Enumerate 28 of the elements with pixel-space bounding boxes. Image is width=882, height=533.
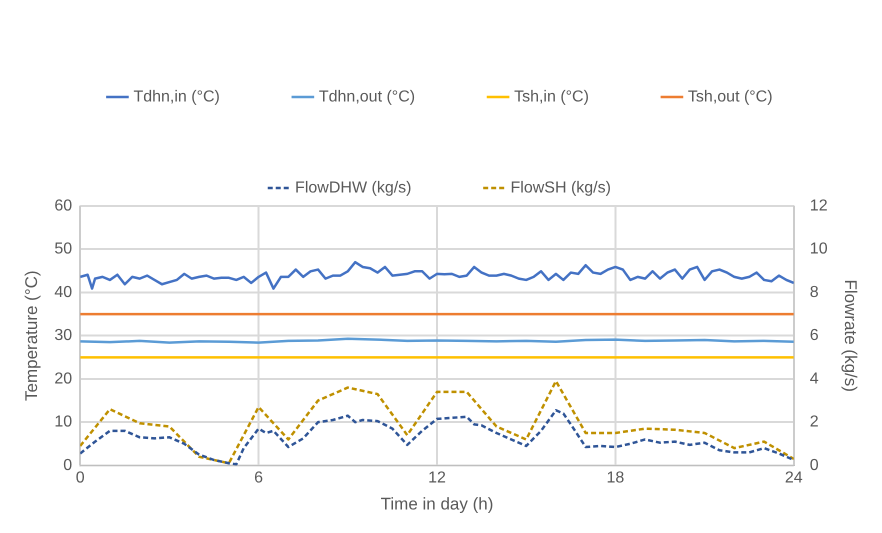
y2-tick-label: 8 [810,284,819,301]
y-tick-label: 20 [54,370,72,388]
y-tick-label: 10 [54,414,72,431]
y2-axis-title: Flowrate (kg/s) [841,279,860,392]
y-tick-label: 50 [54,240,72,258]
legend-label: Tdhn,in (°C) [133,88,220,106]
y-tick-label: 30 [54,327,72,344]
legend-label: Tsh,out (°C) [688,88,773,106]
y2-tick-label: 10 [810,240,828,258]
x-tick-label: 12 [428,469,446,486]
legend-label: FlowSH (kg/s) [510,179,611,196]
y2-tick-label: 12 [810,197,828,214]
legend-label: FlowDHW (kg/s) [295,179,412,196]
y2-tick-label: 0 [810,456,819,474]
y-axis-title: Temperature (°C) [22,270,41,401]
legend-label: Tdhn,out (°C) [318,88,416,106]
y-tick-label: 60 [54,197,72,214]
x-tick-label: 18 [606,469,624,486]
y2-tick-label: 4 [810,370,819,388]
y-tick-label: 0 [63,456,72,474]
x-tick-label: 24 [784,469,803,486]
x-tick-label: 0 [76,469,85,486]
y2-tick-label: 2 [810,414,819,431]
y-tick-label: 40 [54,284,72,301]
legend-label: Tsh,in (°C) [514,88,589,106]
x-tick-label: 6 [254,469,264,486]
x-axis-title: Time in day (h) [380,494,494,514]
y2-tick-label: 6 [810,327,819,344]
